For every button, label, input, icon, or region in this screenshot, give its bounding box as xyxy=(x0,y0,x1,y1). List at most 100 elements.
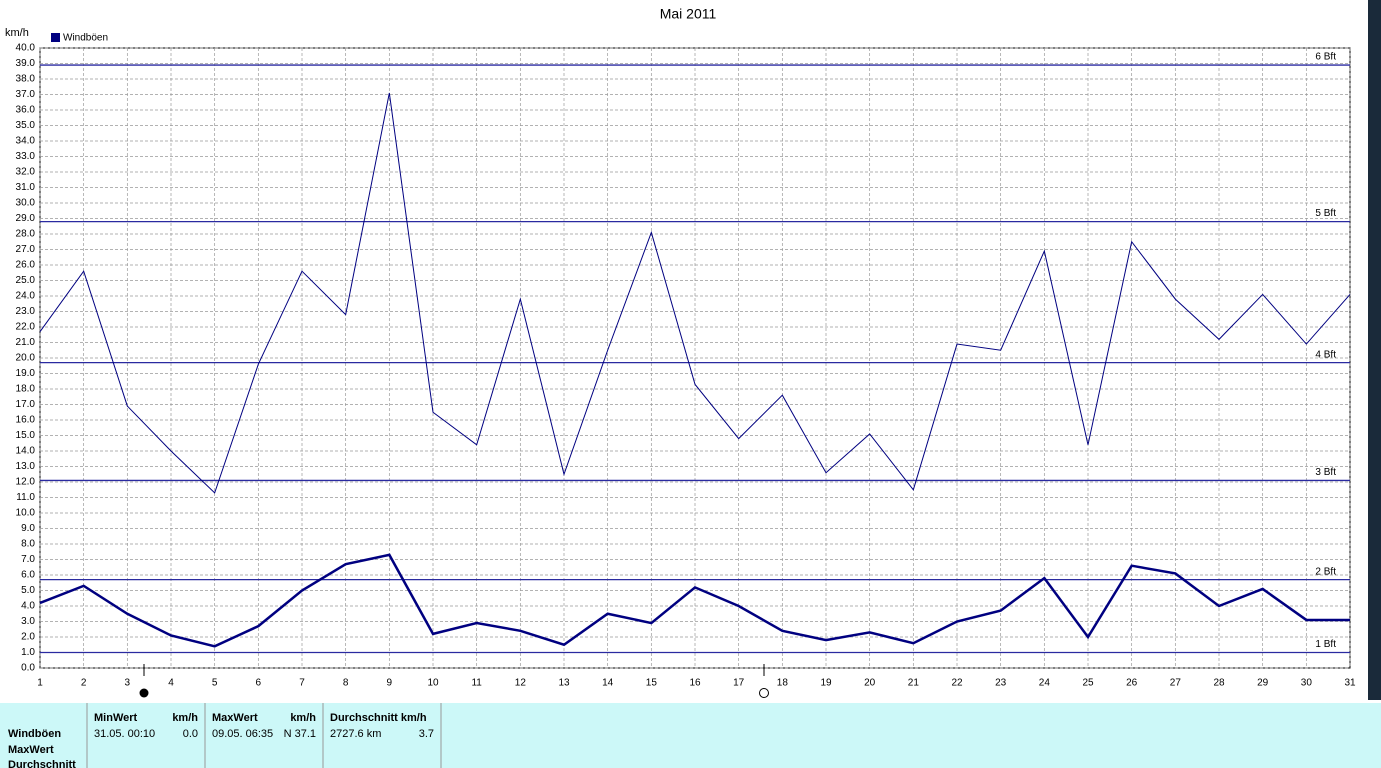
row-label: MaxWert xyxy=(8,744,54,756)
footer-bg xyxy=(0,703,1381,768)
x-tick-label: 6 xyxy=(256,678,262,689)
cell: 2727.6 km xyxy=(330,728,381,740)
x-tick-label: 29 xyxy=(1257,678,1269,689)
data-line xyxy=(39,92,1351,494)
y-tick-label: 20.0 xyxy=(16,353,36,364)
legend-swatch xyxy=(51,33,60,42)
y-tick-label: 4.0 xyxy=(21,601,35,612)
y-tick-label: 30.0 xyxy=(16,198,36,209)
row-label: Durchschnitt xyxy=(8,759,76,768)
col-header: Durchschnitt km/h xyxy=(330,712,427,724)
x-tick-label: 11 xyxy=(471,678,482,689)
x-tick-label: 5 xyxy=(212,678,218,689)
x-tick-label: 7 xyxy=(299,678,305,689)
y-tick-label: 32.0 xyxy=(16,167,36,178)
x-tick-label: 10 xyxy=(427,678,439,689)
x-tick-label: 4 xyxy=(168,678,174,689)
y-tick-label: 5.0 xyxy=(21,585,35,596)
y-tick-label: 7.0 xyxy=(21,554,35,565)
y-axis-label: km/h xyxy=(5,27,29,39)
y-tick-label: 16.0 xyxy=(16,415,36,426)
y-tick-label: 19.0 xyxy=(16,368,36,379)
beaufort-label: 1 Bft xyxy=(1315,639,1336,650)
cell: 09.05. 06:35 xyxy=(212,728,273,740)
cell: 31.05. 00:10 xyxy=(94,728,155,740)
x-tick-label: 31 xyxy=(1344,678,1356,689)
y-tick-label: 10.0 xyxy=(16,508,36,519)
beaufort-label: 6 Bft xyxy=(1315,52,1336,63)
x-tick-label: 3 xyxy=(125,678,131,689)
y-tick-label: 26.0 xyxy=(16,260,36,271)
x-tick-label: 25 xyxy=(1082,678,1094,689)
y-tick-label: 15.0 xyxy=(16,430,36,441)
moon-icon xyxy=(759,688,769,698)
y-tick-label: 22.0 xyxy=(16,322,36,333)
y-tick-label: 0.0 xyxy=(21,663,35,674)
col-unit: km/h xyxy=(172,712,198,724)
x-tick-label: 12 xyxy=(515,678,527,689)
x-tick-label: 14 xyxy=(602,678,614,689)
y-tick-label: 36.0 xyxy=(16,105,36,116)
x-tick-label: 16 xyxy=(689,678,701,689)
y-tick-label: 31.0 xyxy=(16,182,36,193)
chart-title: Mai 2011 xyxy=(660,6,717,22)
x-tick-label: 27 xyxy=(1170,678,1182,689)
y-tick-label: 39.0 xyxy=(16,58,36,69)
col-header: MaxWert xyxy=(212,712,258,724)
beaufort-label: 3 Bft xyxy=(1315,467,1336,478)
x-tick-label: 26 xyxy=(1126,678,1138,689)
x-tick-label: 28 xyxy=(1213,678,1225,689)
y-tick-label: 38.0 xyxy=(16,74,36,85)
y-tick-label: 21.0 xyxy=(16,337,36,348)
row-label: Windböen xyxy=(8,728,61,740)
y-tick-label: 27.0 xyxy=(16,244,36,255)
y-tick-label: 17.0 xyxy=(16,399,36,410)
cell: 3.7 xyxy=(419,728,434,740)
y-tick-label: 25.0 xyxy=(16,275,36,286)
x-tick-label: 23 xyxy=(995,678,1007,689)
beaufort-label: 5 Bft xyxy=(1315,208,1336,219)
x-tick-label: 2 xyxy=(81,678,87,689)
footer: Windböen MaxWert Durchschnitt MinWert km… xyxy=(0,703,1381,768)
window-edge xyxy=(1368,0,1381,700)
y-tick-label: 2.0 xyxy=(21,632,35,643)
y-tick-label: 11.0 xyxy=(16,492,35,503)
cell: N 37.1 xyxy=(284,728,316,740)
y-tick-label: 40.0 xyxy=(16,43,36,54)
y-tick-label: 12.0 xyxy=(16,477,36,488)
x-tick-label: 22 xyxy=(951,678,963,689)
x-tick-label: 8 xyxy=(343,678,349,689)
y-tick-label: 35.0 xyxy=(16,120,36,131)
y-tick-label: 29.0 xyxy=(16,213,36,224)
y-tick-label: 24.0 xyxy=(16,291,36,302)
y-tick-label: 23.0 xyxy=(16,306,36,317)
beaufort-label: 2 Bft xyxy=(1315,566,1336,577)
y-tick-label: 13.0 xyxy=(16,461,36,472)
x-tick-label: 15 xyxy=(646,678,658,689)
legend-label: Windböen xyxy=(63,33,108,44)
x-tick-label: 17 xyxy=(733,678,745,689)
x-tick-label: 18 xyxy=(777,678,789,689)
y-tick-label: 34.0 xyxy=(16,136,36,147)
cell: 0.0 xyxy=(183,728,198,740)
x-tick-label: 9 xyxy=(387,678,393,689)
y-tick-label: 8.0 xyxy=(21,539,35,550)
beaufort-label: 4 Bft xyxy=(1315,349,1336,360)
y-tick-label: 6.0 xyxy=(21,570,35,581)
y-tick-label: 1.0 xyxy=(21,647,35,658)
x-tick-label: 19 xyxy=(820,678,832,689)
x-tick-label: 1 xyxy=(37,678,43,689)
col-header: MinWert xyxy=(94,712,138,724)
x-tick-label: 20 xyxy=(864,678,876,689)
y-tick-label: 33.0 xyxy=(16,151,36,162)
y-tick-label: 28.0 xyxy=(16,229,36,240)
x-tick-label: 13 xyxy=(558,678,570,689)
col-unit: km/h xyxy=(290,712,316,724)
y-tick-label: 18.0 xyxy=(16,384,36,395)
y-tick-label: 37.0 xyxy=(16,89,36,100)
moon-icon xyxy=(139,688,149,698)
y-tick-label: 3.0 xyxy=(21,616,35,627)
x-tick-label: 21 xyxy=(908,678,920,689)
